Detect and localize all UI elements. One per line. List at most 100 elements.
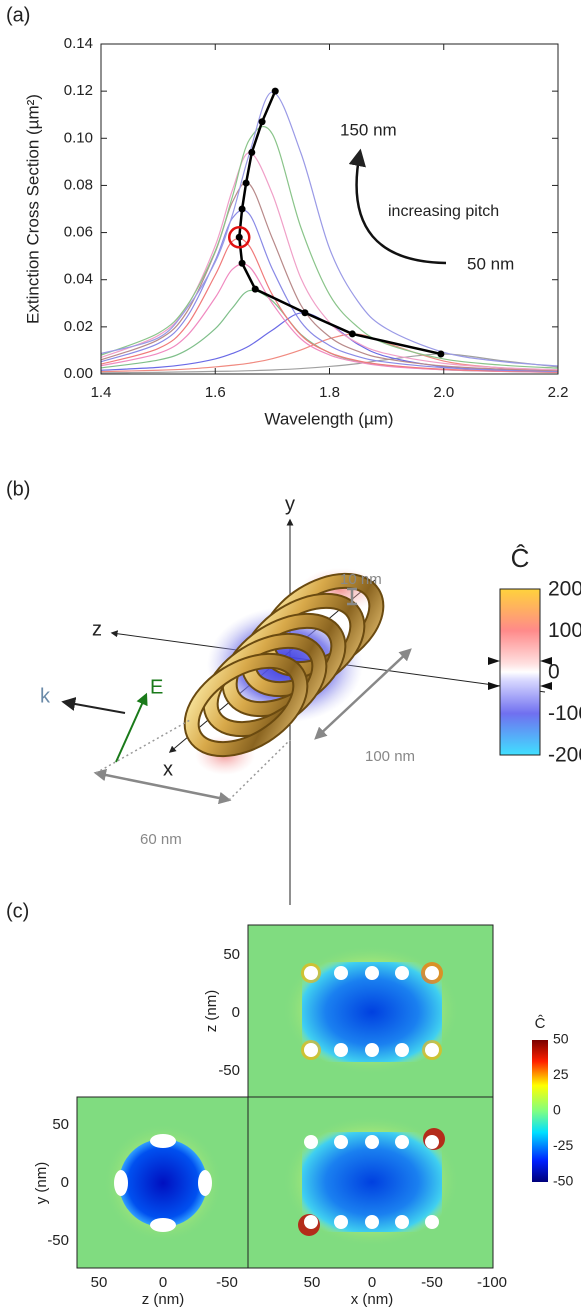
wire-section: [395, 1043, 409, 1057]
figure: (a) Wavelength (µm) Extinction Cross Sec…: [0, 0, 581, 1309]
y-axis-title: Extinction Cross Section (µm²): [23, 94, 42, 324]
peak-point: [437, 350, 444, 357]
axis-title: y (nm): [33, 1162, 50, 1205]
wire-section: [334, 1135, 348, 1149]
colorbar-title: Ĉ: [535, 1015, 546, 1032]
axis-title: z (nm): [142, 1291, 185, 1308]
y-tick-label: 0.06: [64, 224, 93, 241]
colorbar-tick-label: 0: [553, 1102, 561, 1118]
y-tick-label: 50: [223, 946, 240, 963]
axis-label: y: [285, 493, 295, 515]
axis-label: z: [92, 618, 102, 640]
wire-section: [395, 1135, 409, 1149]
colorbar-tick-label: 25: [553, 1066, 569, 1082]
colorbar-tick-label: -50: [553, 1173, 573, 1189]
x-tick-label: 50: [91, 1274, 108, 1291]
k-label: k: [40, 685, 51, 707]
axis-title: x (nm): [351, 1291, 394, 1308]
wire-section: [304, 1215, 318, 1229]
heatmap-field: [119, 1139, 207, 1227]
colorbar-tick-label: 50: [553, 1031, 569, 1047]
peak-point: [239, 206, 246, 213]
wire-section: [334, 966, 348, 980]
annotation: 50 nm: [467, 254, 514, 273]
wire-section: [395, 1215, 409, 1229]
wire-section: [395, 966, 409, 980]
peak-point: [259, 118, 266, 125]
colorbar-tick-label: 200: [548, 578, 581, 601]
wire-section: [365, 966, 379, 980]
spectrum-line: [101, 264, 558, 372]
y-tick-label: 50: [52, 1116, 69, 1133]
peak-point: [239, 260, 246, 267]
wire-section: [425, 1043, 439, 1057]
wire-section: [425, 966, 439, 980]
colorbar-tick-label: -100: [548, 702, 581, 725]
peak-point: [301, 309, 308, 316]
colorbar: [500, 589, 540, 755]
x-tick-label: 1.4: [91, 384, 112, 401]
colorbar-tick-label: 0: [548, 661, 560, 684]
y-tick-label: 0.14: [64, 35, 93, 52]
wire-section: [334, 1043, 348, 1057]
colorbar: [532, 1040, 548, 1182]
plot-area: [101, 88, 558, 373]
x-tick-label: 1.8: [319, 384, 340, 401]
dimension-label: 100 nm: [365, 748, 415, 765]
colorbar-title: Ĉ: [511, 543, 530, 573]
wire-section: [365, 1043, 379, 1057]
wire-section: [425, 1215, 439, 1229]
e-arrow: [116, 695, 146, 762]
wire-section: [425, 1135, 439, 1149]
y-tick-label: 0: [232, 1004, 240, 1021]
peak-point: [272, 88, 279, 95]
colorbar-tick-label: 100: [548, 619, 581, 642]
peak-point: [252, 286, 259, 293]
x-tick-label: 2.0: [433, 384, 454, 401]
y-tick-label: 0.12: [64, 82, 93, 99]
dimension-label: 60 nm: [140, 831, 182, 848]
wire-section: [304, 1135, 318, 1149]
y-tick-label: -50: [218, 1062, 240, 1079]
y-tick-label: 0.00: [64, 365, 93, 382]
peak-point: [236, 234, 243, 241]
k-arrow: [64, 702, 125, 713]
panel-label: (c): [6, 900, 29, 922]
peak-point: [243, 180, 250, 187]
panel-b: (b) y z x k E: [6, 478, 581, 905]
y-tick-label: 0.08: [64, 176, 93, 193]
x-tick-label: 1.6: [205, 384, 226, 401]
panel-a: (a) Wavelength (µm) Extinction Cross Sec…: [6, 4, 568, 428]
spectrum-line: [101, 210, 558, 372]
colorbar-tick-label: -25: [553, 1137, 573, 1153]
x-tick-label: -100: [477, 1274, 507, 1291]
x-axis-title: Wavelength (µm): [264, 409, 393, 428]
y-tick-label: 0.10: [64, 129, 93, 146]
x-tick-label: -50: [421, 1274, 443, 1291]
colorbar-ticks: 200 100 0 -100 -200: [548, 578, 581, 767]
x-tick-label: 0: [159, 1274, 167, 1291]
y-tick-label: 0.02: [64, 318, 93, 335]
y-tick-label: -50: [47, 1232, 69, 1249]
axis-title: z (nm): [203, 990, 220, 1033]
x-tick-label: 0: [368, 1274, 376, 1291]
wire-section: [365, 1215, 379, 1229]
panel-label: (a): [6, 4, 30, 26]
wire-section: [304, 1043, 318, 1057]
y-tick-label: 0: [61, 1174, 69, 1191]
x-tick-label: 50: [304, 1274, 321, 1291]
wire-section: [304, 966, 318, 980]
x-tick-label: -50: [216, 1274, 238, 1291]
dimension-label: 10 nm: [340, 571, 382, 588]
x-tick-label: 2.2: [548, 384, 569, 401]
annotation: 150 nm: [340, 120, 397, 139]
annotation: increasing pitch: [388, 203, 499, 220]
axis-label: x: [163, 758, 173, 780]
e-label: E: [150, 676, 163, 698]
panel-c: (c) z (nm) y (nm) z (nm) x (nm) Ĉ: [6, 900, 573, 1308]
wire-section: [365, 1135, 379, 1149]
peak-point: [248, 149, 255, 156]
y-tick-label: 0.04: [64, 271, 93, 288]
panel-label: (b): [6, 478, 30, 500]
colorbar-tick-label: -200: [548, 744, 581, 767]
